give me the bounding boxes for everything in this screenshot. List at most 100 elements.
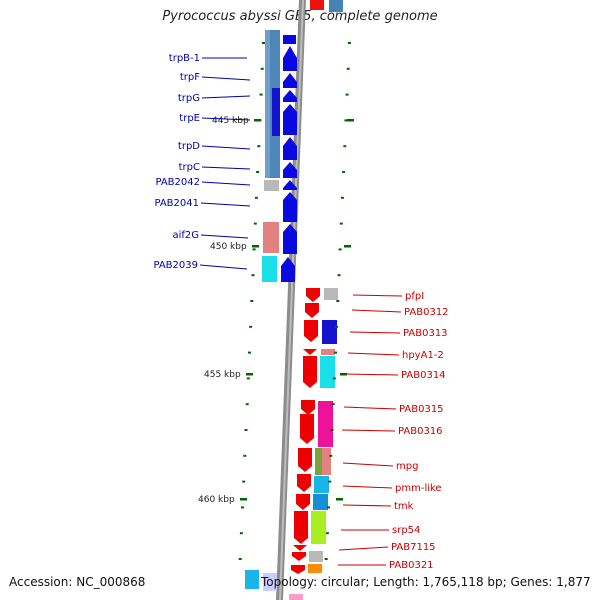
feature-salmon-right-2 (322, 448, 331, 475)
right-gene-label: PAB0313 (403, 328, 448, 339)
right-gene-label: tmk (394, 501, 414, 512)
feature-bottom-cyan (245, 570, 259, 589)
right-gene-leader (342, 504, 392, 507)
scale-marks: 445 kbp 450 kbp 455 kbp 460 kbp (198, 116, 354, 505)
grid-tick-right (332, 377, 336, 380)
left-gene-label: trpC (179, 162, 200, 173)
scale-mark-label: 450 kbp (210, 242, 247, 252)
scale-mark-tick-left (240, 498, 247, 501)
feature-cyan-right-3 (313, 494, 328, 510)
right-gene-label: PAB0316 (398, 426, 443, 437)
accession-text: Accession: NC_000868 (9, 575, 146, 589)
grid-tick-left (238, 558, 242, 560)
feature-cyan-right-2 (314, 476, 329, 493)
right-gene-label: PAB7115 (391, 542, 436, 553)
right-gene-label: pmm-like (395, 483, 442, 494)
grid-tick-right (340, 196, 344, 199)
grid-tick-right (343, 145, 347, 148)
left-gene-label: trpB-1 (169, 53, 200, 64)
scale-mark-label: 460 kbp (198, 495, 235, 505)
left-gene-label: PAB2042 (155, 177, 200, 188)
right-gene-leader (352, 294, 403, 297)
right-gene-arrows (291, 288, 320, 574)
grid-tick-left (251, 274, 255, 277)
left-gene-label: trpD (178, 141, 200, 152)
grid-tick-right (327, 506, 330, 509)
right-gene-leader (338, 546, 389, 551)
right-gene-labels: pfpI PAB0312 PAB0313 hpyA1-2 PAB0314 PAB0315 P… (338, 291, 449, 571)
grid-tick-left (244, 429, 248, 431)
grid-tick-right (328, 480, 332, 483)
scale-mark-tick-right (344, 245, 351, 248)
genome-backbone-highlight (279, 0, 304, 600)
right-gene-leader (341, 429, 396, 432)
grid-tick-right (325, 532, 329, 535)
left-gene-leader (201, 145, 251, 150)
feature-top-blue (329, 0, 343, 12)
grid-tick-left (261, 42, 265, 44)
right-gene-label: pfpI (405, 291, 424, 302)
right-gene-label: PAB0314 (401, 370, 446, 381)
grid-tick-right (337, 274, 341, 277)
feature-lime-right (311, 511, 326, 544)
feature-bottom-pink (289, 594, 303, 600)
grid-tick-right (342, 171, 346, 173)
grid-tick-right (336, 300, 340, 302)
left-gene-label: trpG (178, 93, 200, 104)
scale-mark-tick-right (340, 373, 347, 376)
left-gene-arrows (281, 35, 297, 282)
grid-tick-left (252, 248, 256, 251)
grid-tick-left (249, 325, 253, 328)
grid-tick-left (250, 300, 254, 302)
operon-block-shade (265, 30, 270, 178)
left-gene-label: PAB2041 (154, 198, 199, 209)
scale-mark-label: 445 kbp (212, 116, 249, 126)
right-gene-leader (349, 331, 401, 334)
grid-tick-right (334, 351, 337, 354)
feature-bottom-lavender (263, 573, 277, 591)
grid-tick-right (339, 222, 343, 225)
right-gene-label: mpg (396, 461, 418, 472)
right-gene-label: PAB0321 (389, 560, 434, 571)
grid-tick-left (248, 351, 251, 354)
feature-salmon-right (321, 349, 335, 355)
left-gene-leader (200, 234, 249, 239)
topology-text: Topology: circular; Length: 1,765,118 bp… (261, 575, 591, 589)
right-gene-label: PAB0315 (399, 404, 444, 415)
grid-tick-left (246, 377, 250, 380)
grid-tick-right (347, 42, 351, 44)
scale-mark-label: 455 kbp (204, 370, 241, 380)
feature-top-red (310, 0, 324, 10)
left-gene-label: trpF (180, 72, 200, 83)
left-gene-labels: trpB-1 trpF trpG trpE trpD trpC PAB2042 PAB2041… (153, 53, 251, 271)
feature-gray-right-2 (309, 551, 323, 562)
scale-mark-tick-left (252, 245, 259, 248)
grid-tick-right (344, 119, 348, 122)
grid-tick-right (329, 454, 333, 457)
left-gene-leader (199, 264, 248, 270)
grid-tick-left (241, 506, 244, 509)
right-gene-label: srp54 (392, 525, 420, 536)
grid-tick-left (243, 454, 247, 457)
right-gene-label: hpyA1-2 (402, 350, 444, 361)
grid-tick-left (257, 145, 261, 148)
feature-salmon-left (263, 222, 279, 253)
grid-tick-left (260, 67, 264, 70)
left-gene-leader (201, 76, 251, 81)
feature-blue-right (322, 320, 337, 344)
scale-mark-tick-left (254, 119, 261, 122)
right-gene-leader (342, 462, 394, 467)
feature-gray-left (264, 180, 279, 191)
left-gene-leader (201, 95, 251, 99)
feature-cyan-left (262, 256, 277, 282)
grid-tick-right (335, 325, 339, 328)
right-gene-label: PAB0312 (404, 307, 449, 318)
right-gene-leader (343, 406, 397, 410)
grid-tick-right (346, 67, 350, 70)
grid-tick-right (338, 248, 342, 251)
left-gene-leader (201, 166, 251, 170)
grid-tick-left (245, 403, 249, 406)
right-gene-leader (351, 309, 402, 313)
